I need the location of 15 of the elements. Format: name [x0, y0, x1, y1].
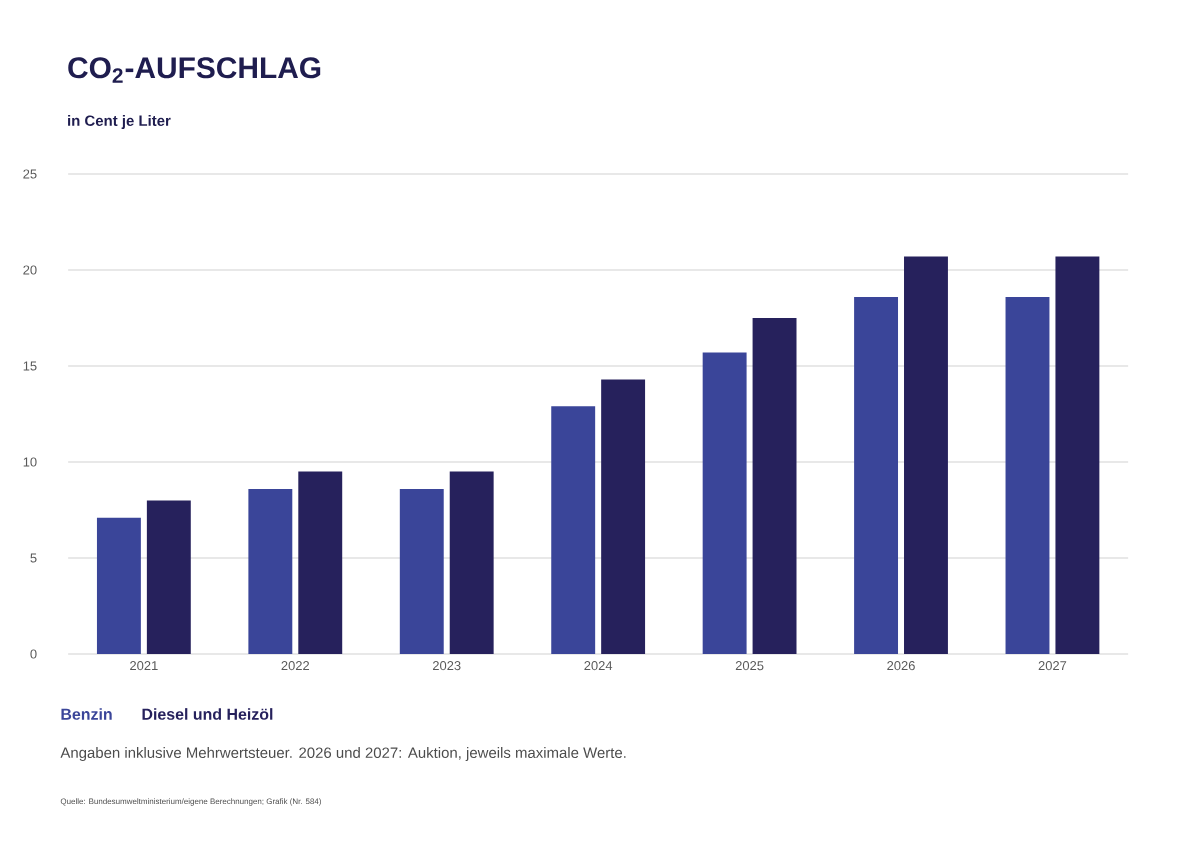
bar	[601, 379, 646, 654]
bar	[752, 318, 797, 654]
bar	[1005, 296, 1050, 654]
bar	[551, 406, 596, 654]
bar	[248, 488, 293, 654]
bar	[702, 352, 747, 654]
bar	[146, 500, 191, 654]
bar	[854, 296, 899, 654]
bar	[298, 471, 343, 654]
bar	[96, 517, 141, 654]
bar	[1055, 256, 1100, 654]
chart-title: CO$_{2}$-AUFSCHLAG	[68, 57, 321, 83]
bar	[399, 488, 444, 654]
bar	[449, 471, 494, 654]
bar	[904, 256, 948, 654]
